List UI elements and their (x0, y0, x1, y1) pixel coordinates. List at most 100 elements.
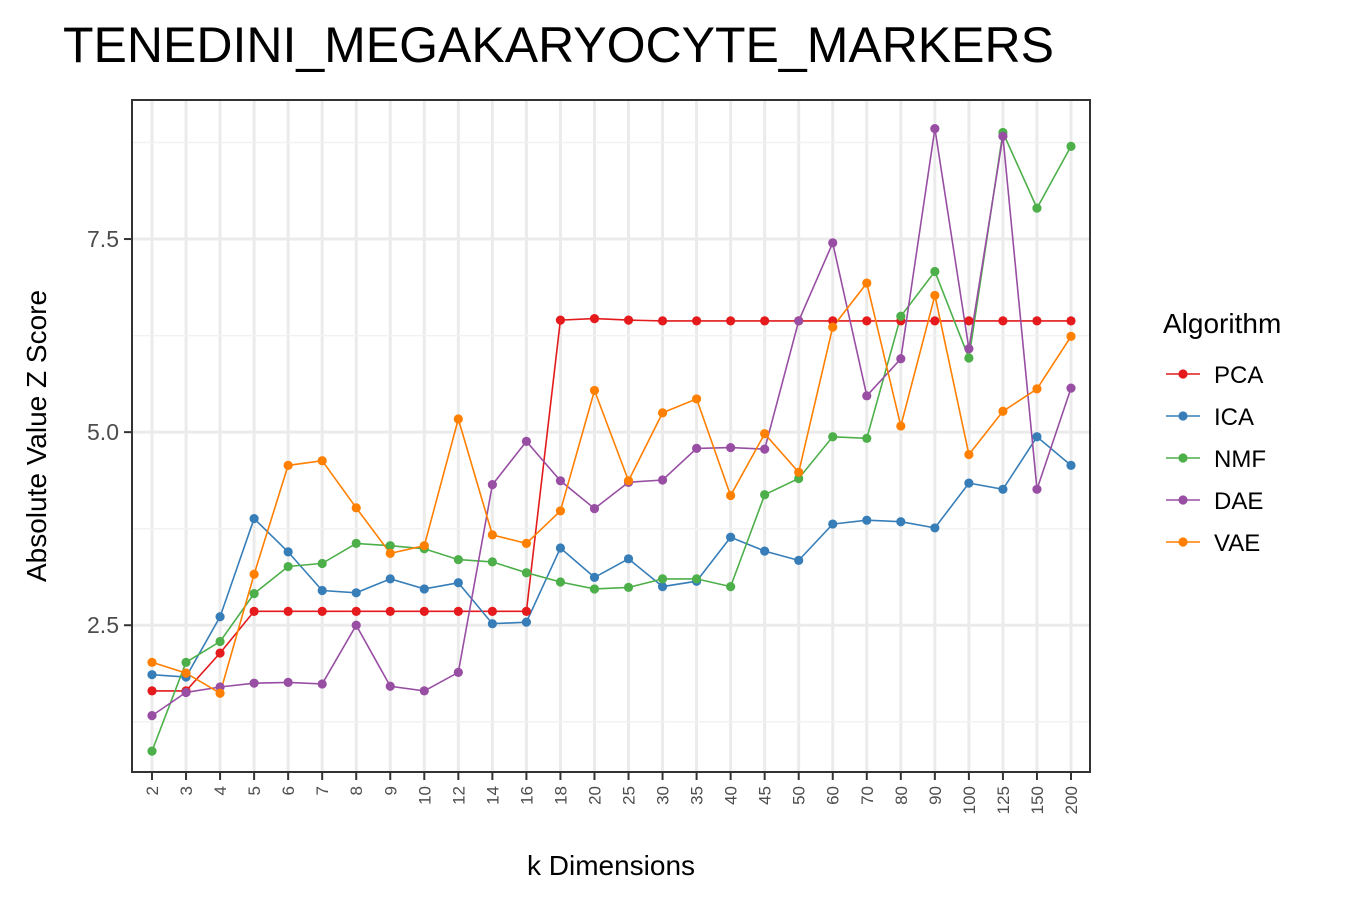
data-point-vae (862, 278, 872, 288)
data-point-nmf (283, 561, 293, 572)
x-tick-label: 18 (551, 786, 570, 805)
data-point-dae (1032, 484, 1042, 494)
data-point-pca (487, 606, 497, 616)
series-line-pca (152, 317, 1071, 692)
x-tick-label: 6 (279, 786, 298, 795)
data-point-pca (691, 316, 702, 326)
data-point-ica (794, 555, 804, 565)
data-point-dae (930, 123, 940, 134)
data-point-ica (555, 543, 566, 553)
data-point-pca (998, 316, 1008, 326)
series-line-vae (151, 281, 1072, 695)
data-point-ica (215, 612, 225, 622)
x-axis-title: k Dimensions (527, 850, 695, 881)
data-point-pca (215, 648, 225, 658)
legend-item-vae: VAE (1166, 530, 1260, 557)
data-point-nmf (249, 588, 259, 599)
data-point-dae (862, 391, 872, 401)
data-point-ica (828, 519, 838, 529)
legend-items: PCA ICA NMF DAE VAE (1166, 362, 1266, 557)
data-point-ica (896, 517, 906, 527)
data-point-nmf (828, 432, 838, 442)
x-tick-label: 150 (1028, 786, 1047, 814)
x-tick-label: 10 (415, 786, 434, 805)
x-tick-label: 80 (892, 786, 911, 805)
data-point-ica (862, 515, 872, 525)
data-point-vae (726, 490, 736, 501)
x-tick-label: 70 (858, 786, 877, 805)
series-line-nmf (151, 129, 1072, 752)
x-tick-label: 100 (960, 786, 979, 814)
x-tick-label: 35 (688, 786, 707, 805)
data-point-dae (726, 442, 736, 453)
legend-item-nmf: NMF (1166, 446, 1266, 473)
legend-key-point (1178, 453, 1188, 463)
legend: Algorithm PCA ICA NMF DAE VAE (1163, 308, 1281, 557)
data-point-pca (964, 316, 974, 326)
series-points (147, 123, 1076, 756)
data-point-vae (317, 456, 327, 466)
x-tick-label: 16 (517, 786, 536, 805)
data-point-vae (555, 506, 566, 516)
x-tick-label: 12 (449, 786, 468, 805)
data-point-vae (896, 421, 906, 431)
legend-label: NMF (1214, 446, 1266, 473)
data-point-ica (1066, 460, 1076, 470)
data-point-pca (385, 606, 395, 616)
chart-title: TENEDINI_MEGAKARYOCYTE_MARKERS (63, 17, 1054, 73)
x-tick-label: 50 (790, 786, 809, 805)
data-point-nmf (896, 311, 906, 321)
data-point-nmf (589, 584, 600, 594)
data-point-dae (249, 678, 259, 688)
data-point-ica (385, 574, 395, 584)
data-point-dae (487, 480, 497, 490)
series-line-ica (151, 435, 1072, 678)
x-tick-label: 90 (926, 786, 945, 805)
data-point-dae (657, 475, 668, 485)
data-point-nmf (215, 636, 225, 647)
data-point-pca (623, 315, 634, 325)
x-tick-label: 125 (994, 786, 1013, 814)
data-point-pca (521, 606, 532, 616)
data-point-dae (555, 476, 566, 486)
data-point-vae (657, 408, 668, 418)
data-point-ica (760, 546, 770, 556)
y-tick-label: 5.0 (87, 419, 119, 445)
data-point-vae (351, 503, 361, 513)
x-tick-label: 40 (722, 786, 741, 805)
x-tick-label: 7 (313, 786, 332, 795)
data-point-ica (657, 582, 668, 592)
data-point-ica (998, 484, 1008, 494)
y-tick-label: 2.5 (87, 612, 119, 638)
legend-label: DAE (1214, 488, 1263, 515)
x-tick-label: 45 (756, 786, 775, 805)
data-point-nmf (521, 568, 532, 578)
data-point-pca (453, 606, 463, 616)
x-tick-label: 14 (483, 786, 502, 805)
data-point-vae (419, 541, 429, 551)
data-point-dae (828, 238, 838, 248)
data-point-pca (1032, 316, 1042, 326)
x-tick-label: 9 (381, 786, 400, 795)
data-point-nmf (1066, 141, 1076, 151)
data-point-pca (726, 316, 736, 326)
data-point-nmf (351, 538, 361, 548)
data-point-vae (794, 467, 804, 477)
data-point-nmf (317, 558, 327, 569)
data-point-pca (657, 316, 668, 326)
data-point-vae (487, 530, 497, 540)
data-point-nmf (930, 266, 940, 277)
data-point-vae (147, 657, 157, 667)
legend-label: VAE (1214, 530, 1260, 557)
data-point-dae (998, 131, 1008, 141)
data-point-dae (453, 667, 463, 677)
data-point-dae (964, 344, 974, 354)
data-point-ica (453, 578, 463, 588)
x-tick-label: 30 (654, 786, 673, 805)
x-tick-label: 60 (824, 786, 843, 805)
data-point-ica (351, 588, 361, 598)
data-point-pca (930, 316, 940, 326)
data-point-vae (828, 322, 838, 332)
y-axis: 2.5 5.0 7.5 (87, 226, 132, 638)
data-point-pca (283, 606, 293, 616)
